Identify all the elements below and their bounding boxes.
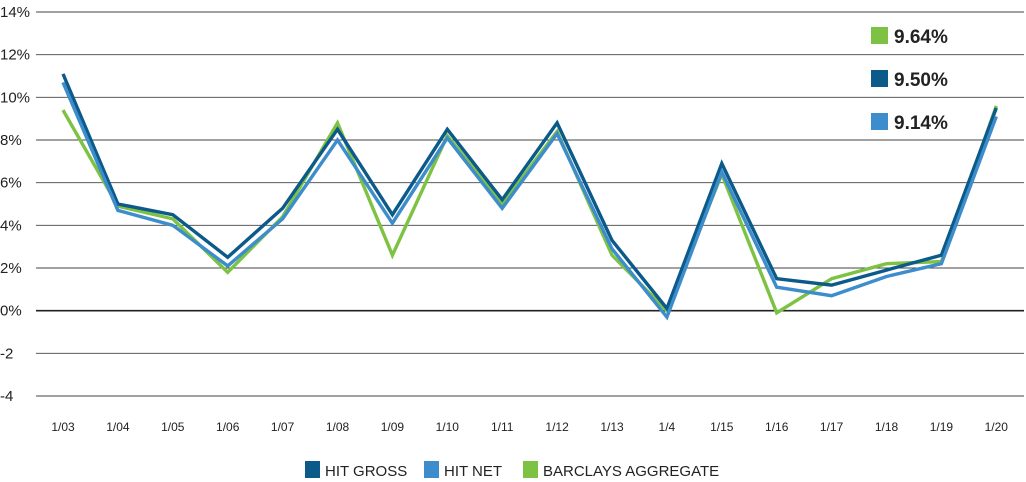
callout-swatch	[871, 113, 888, 130]
y-tick-label: 14%	[0, 4, 30, 21]
x-tick-label: 1/11	[491, 420, 514, 434]
y-tick-label: 6%	[0, 175, 22, 192]
legend-swatch	[523, 461, 538, 478]
x-tick-label: 1/20	[985, 420, 1009, 434]
legend-swatch	[424, 461, 439, 478]
series-line-hit-gross	[61, 73, 998, 312]
y-tick-label: 4%	[0, 217, 22, 234]
series-line-hit-net	[61, 81, 998, 321]
legend-label: HIT GROSS	[325, 463, 407, 480]
final-value-callouts: 9.64% 9.50% 9.14%	[871, 27, 948, 134]
x-tick-label: 1/06	[216, 420, 240, 434]
x-tick-label: 1/04	[106, 420, 130, 434]
legend-label: HIT NET	[444, 463, 502, 480]
callout-swatch	[871, 70, 888, 87]
x-axis: 1/03 1/04 1/05 1/06 1/07 1/08 1/09 1/10 1/11 1/12…	[51, 420, 1008, 434]
x-tick-label: 1/4	[659, 420, 676, 434]
callout-value: 9.50%	[894, 70, 948, 91]
gridlines	[36, 11, 1024, 397]
callout-swatch	[871, 27, 888, 44]
x-tick-label: 1/08	[326, 420, 350, 434]
x-tick-label: 1/07	[271, 420, 295, 434]
x-tick-label: 1/15	[710, 420, 734, 434]
callout-value: 9.14%	[894, 113, 948, 134]
series-line-barclays-aggregate	[61, 105, 998, 316]
x-tick-label: 1/10	[436, 420, 460, 434]
y-axis: 14% 12% 10% 8% 6% 4% 2% 0% -2 -4	[0, 4, 30, 405]
x-tick-label: 1/13	[600, 420, 624, 434]
y-tick-label: -4	[0, 388, 13, 405]
x-tick-label: 1/16	[765, 420, 789, 434]
y-tick-label: 0%	[0, 303, 22, 320]
x-tick-label: 1/09	[381, 420, 405, 434]
y-tick-label: 8%	[0, 132, 22, 149]
x-tick-label: 1/12	[545, 420, 569, 434]
legend-label: BARCLAYS AGGREGATE	[543, 463, 719, 480]
y-tick-label: 12%	[0, 47, 30, 64]
legend: HIT GROSS HIT NET BARCLAYS AGGREGATE	[305, 461, 719, 480]
x-tick-label: 1/19	[930, 420, 954, 434]
y-tick-label: 2%	[0, 260, 22, 277]
x-tick-label: 1/05	[161, 420, 185, 434]
x-tick-label: 1/17	[820, 420, 844, 434]
legend-swatch	[305, 461, 320, 478]
series-lines	[61, 73, 998, 321]
callout-value: 9.64%	[894, 27, 948, 48]
y-tick-label: -2	[0, 345, 13, 362]
x-tick-label: 1/18	[875, 420, 899, 434]
x-tick-label: 1/03	[51, 420, 75, 434]
y-tick-label: 10%	[0, 89, 30, 106]
